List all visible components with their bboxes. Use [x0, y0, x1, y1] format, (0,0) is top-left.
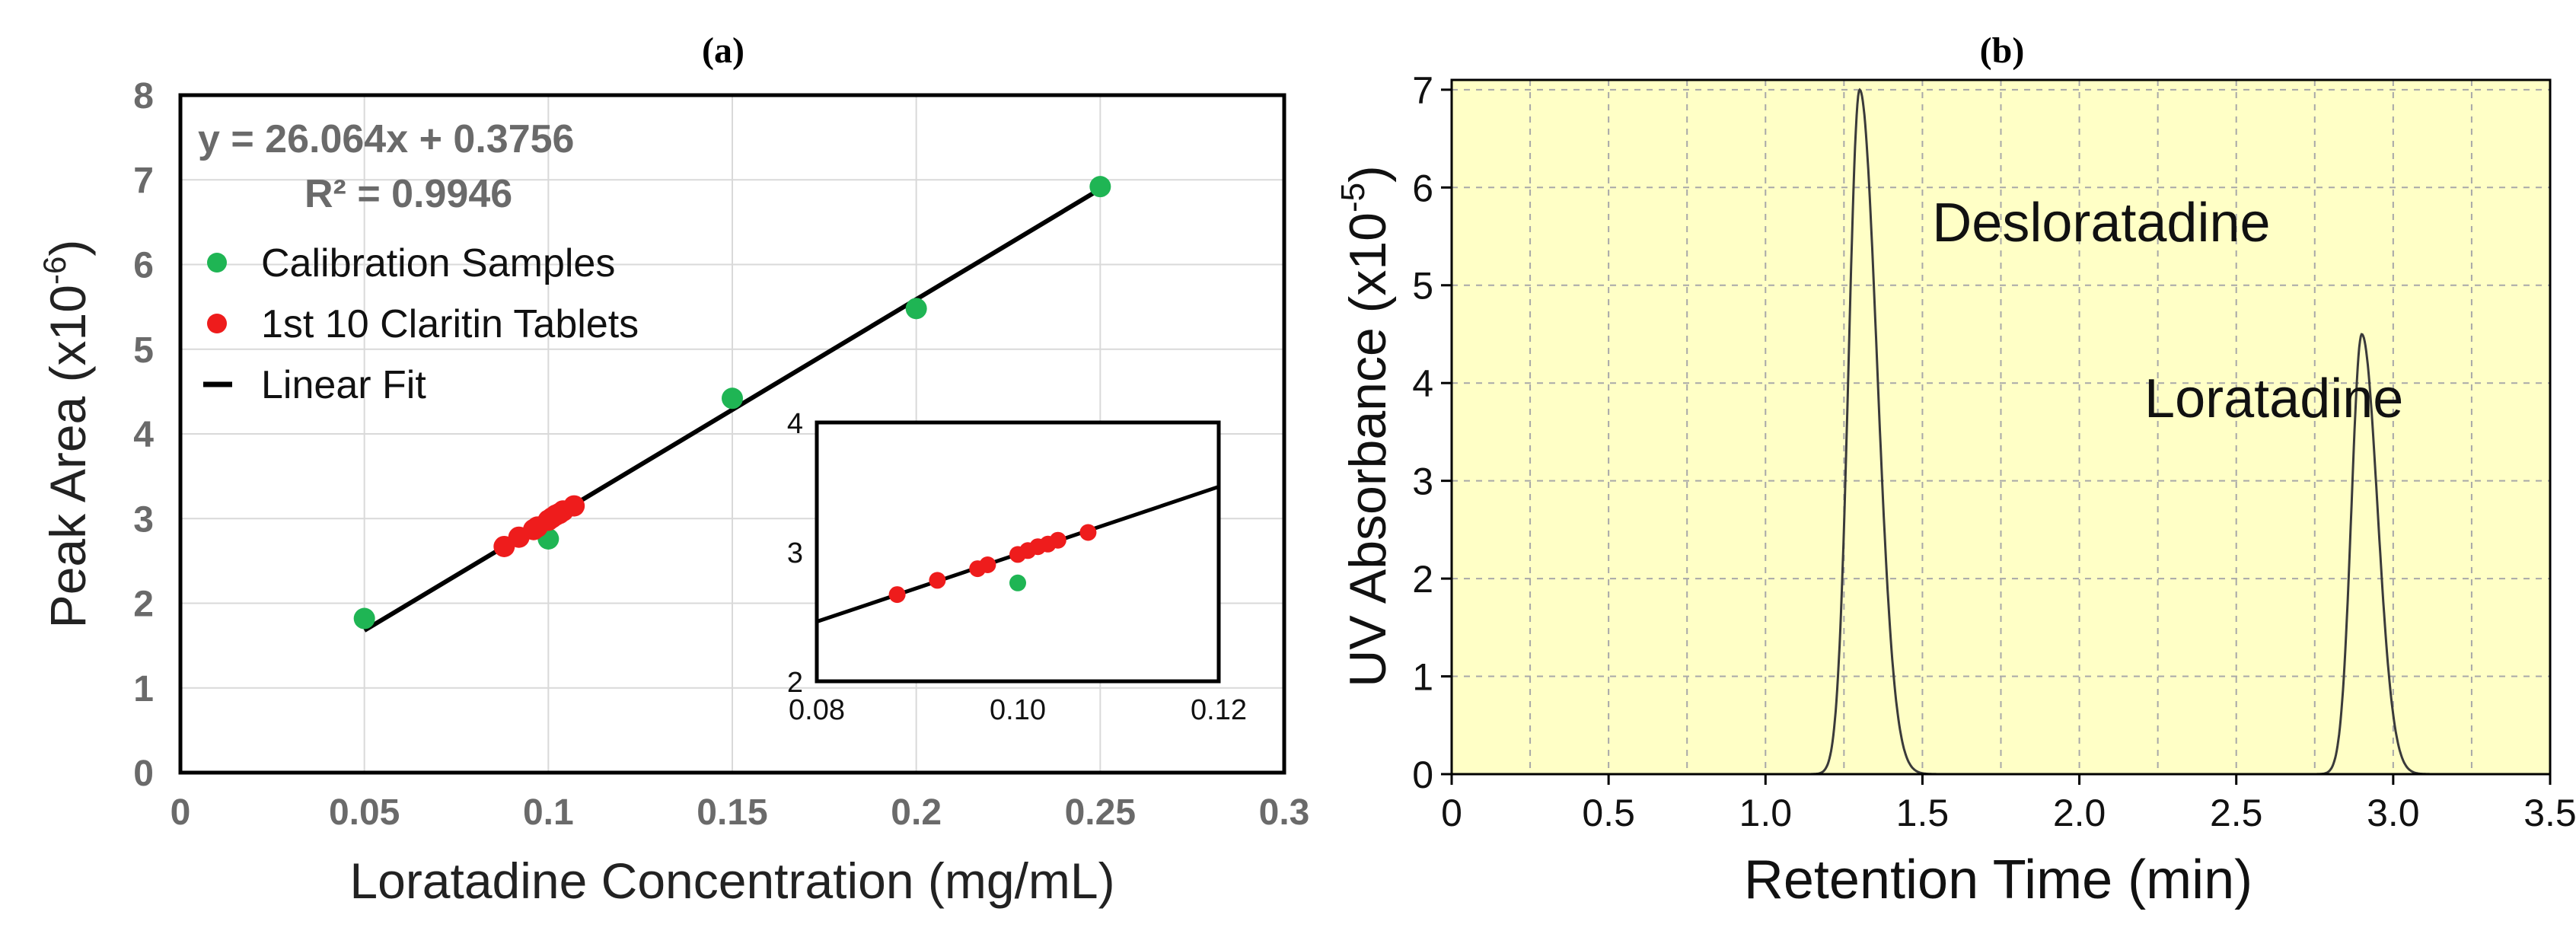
inset-calibration-point-1 — [1009, 574, 1026, 591]
b-y-tick-label-5: 5 — [1412, 265, 1433, 308]
inset-y-tick-label-1: 3 — [787, 537, 803, 569]
b-y-tick-label-1: 1 — [1412, 656, 1433, 699]
tablet-point-9 — [563, 495, 585, 517]
panel-b-x-ticks: 0 0.5 1.0 1.5 2.0 2.5 3.0 3.5 — [1441, 774, 2576, 834]
panel-b-x-axis-label: Retention Time (min) — [1744, 850, 2252, 910]
panel-b-y-axis-label-close: ) — [1339, 165, 1397, 183]
a-y-tick-label-7: 7 — [133, 161, 154, 201]
b-y-tick-label-4: 4 — [1412, 362, 1433, 405]
panel-a-legend: Calibration Samples 1st 10 Claritin Tabl… — [203, 241, 639, 407]
panel-a-plot-frame — [178, 93, 1286, 775]
inset-x-ticks: 0.08 0.10 0.12 — [789, 694, 1247, 726]
panel-b-y-axis-label-exp: -5 — [1334, 183, 1372, 212]
panel-b-grid — [1452, 80, 2550, 774]
inset-points — [888, 524, 1097, 604]
panel-b-label: (b) — [1980, 30, 2025, 71]
inset-x-tick-label-2: 0.12 — [1191, 694, 1247, 726]
b-x-tick-label-1: 0.5 — [1582, 792, 1635, 834]
panel-a-y-axis-label-exp: -6 — [37, 257, 72, 285]
calibration-point-3 — [905, 298, 927, 320]
inset-tablet-point-3 — [979, 556, 996, 573]
calibration-point-0 — [353, 607, 375, 630]
panel-b-y-ticks: 0 1 2 3 4 5 6 7 — [1412, 69, 1452, 796]
inset-frame — [815, 420, 1221, 684]
a-x-tick-label-4: 0.2 — [891, 792, 942, 833]
panel-b-y-axis-label-main: UV Absorbance (x10 — [1339, 212, 1397, 687]
a-x-tick-label-0: 0 — [171, 792, 191, 833]
panel-a-fit-line-group — [363, 186, 1101, 633]
inset-y-tick-label-2: 4 — [787, 408, 803, 440]
b-x-tick-label-0: 0 — [1441, 792, 1462, 834]
annotation-desloratadine: Desloratadine — [1932, 193, 2270, 253]
legend-label-fit: Linear Fit — [261, 363, 426, 407]
b-y-tick-label-6: 6 — [1412, 167, 1433, 209]
panel-a: (a) 0 1 2 3 4 5 6 7 8 0 0.05 0.1 0.15 0.2 0.25 0.3 y =… — [37, 30, 1309, 909]
a-y-tick-label-0: 0 — [133, 754, 154, 794]
panel-a-x-axis-label: Loratadine Concentration (mg/mL) — [349, 853, 1114, 909]
panel-b-y-axis-label: UV Absorbance (x10-5) — [1334, 165, 1397, 687]
panel-a-label: (a) — [702, 30, 744, 71]
b-x-tick-label-7: 3.5 — [2523, 792, 2576, 834]
legend-label-calibration: Calibration Samples — [261, 241, 615, 285]
inset-tablet-point-9 — [1079, 524, 1097, 541]
a-fit-line — [363, 186, 1101, 633]
b-x-tick-label-6: 3.0 — [2367, 792, 2420, 834]
inset-y-ticks: 2 3 4 — [787, 408, 803, 699]
a-x-tick-label-1: 0.05 — [329, 792, 400, 833]
panel-a-y-axis-label-close: ) — [40, 240, 96, 257]
panel-a-r-squared: R² = 0.9946 — [304, 172, 512, 216]
panel-a-equation: y = 26.064x + 0.3756 — [198, 117, 574, 161]
panel-a-points — [353, 176, 1111, 630]
annotation-loratadine: Loratadine — [2144, 368, 2403, 429]
legend-label-tablets: 1st 10 Claritin Tablets — [261, 302, 639, 346]
b-x-tick-label-4: 2.0 — [2053, 792, 2106, 834]
legend-marker-calibration — [207, 253, 227, 273]
b-x-tick-label-3: 1.5 — [1896, 792, 1950, 834]
a-x-tick-label-3: 0.15 — [697, 792, 767, 833]
inset-x-tick-label-0: 0.08 — [789, 694, 845, 726]
b-y-tick-label-3: 3 — [1412, 461, 1433, 503]
a-x-tick-label-5: 0.25 — [1065, 792, 1136, 833]
inset-x-tick-label-1: 0.10 — [990, 694, 1046, 726]
inset-tablet-point-1 — [929, 572, 946, 589]
b-y-tick-label-0: 0 — [1412, 754, 1433, 796]
a-y-tick-label-5: 5 — [133, 330, 154, 371]
inset-tablet-point-8 — [1049, 531, 1066, 549]
panel-a-y-axis-label: Peak Area (x10-6) — [37, 240, 96, 629]
panel-b-plot-frame — [1450, 78, 2552, 776]
panel-b: (b) 0 1 2 3 4 5 6 7 0 0.5 1.0 1.5 2.0 2.5 3.0 3.5 Desl… — [1334, 30, 2576, 910]
b-y-tick-label-2: 2 — [1412, 558, 1433, 601]
a-y-tick-label-3: 3 — [133, 499, 154, 540]
b-x-tick-label-2: 1.0 — [1739, 792, 1793, 834]
b-x-tick-label-5: 2.5 — [2210, 792, 2263, 834]
b-y-tick-label-7: 7 — [1412, 69, 1433, 112]
a-y-tick-label-2: 2 — [133, 585, 154, 625]
calibration-point-4 — [1089, 176, 1111, 198]
a-y-tick-label-4: 4 — [133, 415, 154, 455]
a-y-tick-label-8: 8 — [133, 76, 154, 116]
a-y-tick-label-1: 1 — [133, 669, 154, 709]
panel-a-x-ticks: 0 0.05 0.1 0.15 0.2 0.25 0.3 — [171, 792, 1310, 833]
inset-y-tick-label-0: 2 — [787, 667, 803, 699]
a-y-tick-label-6: 6 — [133, 246, 154, 286]
panel-a-y-axis-label-main: Peak Area (x10 — [40, 285, 96, 628]
calibration-point-2 — [722, 387, 743, 410]
panel-a-y-ticks: 0 1 2 3 4 5 6 7 8 — [133, 76, 154, 794]
panel-a-inset: 2 3 4 0.08 0.10 0.12 — [787, 408, 1247, 726]
legend-marker-tablets — [207, 314, 227, 333]
a-x-tick-label-2: 0.1 — [523, 792, 574, 833]
inset-tablet-point-0 — [888, 586, 906, 604]
a-x-tick-label-6: 0.3 — [1259, 792, 1310, 833]
